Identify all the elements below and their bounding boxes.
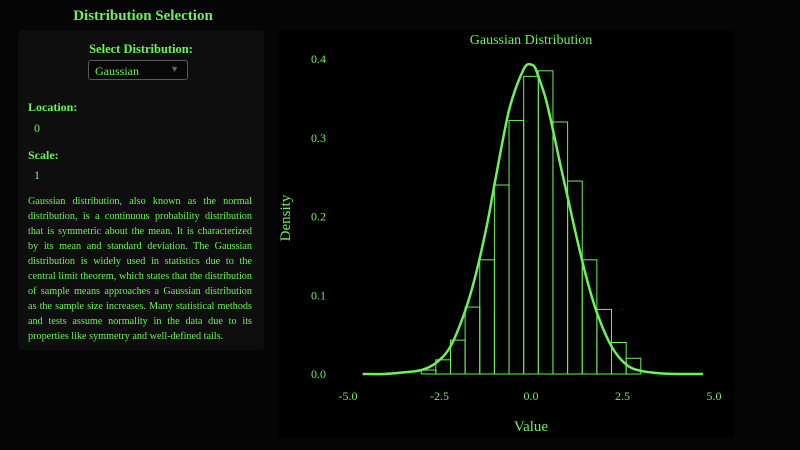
x-tick-label: 5.0	[707, 389, 722, 403]
histogram-bar	[508, 119, 525, 375]
distribution-select[interactable]: Gaussian ▼	[88, 60, 188, 80]
scale-input[interactable]: 1	[34, 168, 40, 182]
x-tick-label: -2.5	[430, 389, 449, 403]
select-distribution-label: Select Distribution:	[89, 42, 193, 56]
x-tick-label: -5.0	[339, 389, 358, 403]
y-axis-ticks: 0.0 0.1 0.2 0.3 0.4	[311, 52, 326, 381]
y-tick-label: 0.4	[311, 52, 326, 66]
plot-panel: Gaussian Distribution -5.0 -2.5 0.0 2.5 5.0 …	[278, 30, 734, 438]
location-input[interactable]: 0	[34, 121, 40, 135]
histogram-bar	[596, 308, 613, 375]
y-tick-label: 0.1	[311, 288, 326, 302]
histogram-bar	[479, 259, 495, 375]
y-tick-label: 0.3	[311, 131, 326, 145]
histogram-bar	[523, 75, 539, 375]
chevron-down-icon: ▼	[170, 64, 179, 74]
x-axis-ticks: -5.0 -2.5 0.0 2.5 5.0	[339, 389, 722, 403]
distribution-description: Gaussian distribution, also known as the…	[28, 196, 252, 342]
histogram-bar	[464, 306, 481, 375]
x-axis-label: Value	[514, 419, 548, 435]
pdf-curve	[362, 62, 704, 376]
chart-title: Gaussian Distribution	[470, 33, 593, 48]
y-tick-label: 0.0	[311, 367, 326, 381]
location-label: Location:	[28, 100, 78, 114]
distribution-select-value: Gaussian	[95, 64, 139, 78]
x-tick-label: 0.0	[524, 389, 539, 403]
distribution-chart: Gaussian Distribution -5.0 -2.5 0.0 2.5 5.0 …	[278, 33, 722, 435]
scale-label: Scale:	[28, 148, 59, 162]
histogram-bar	[581, 259, 598, 375]
x-tick-label: 2.5	[615, 389, 630, 403]
histogram-bar	[493, 184, 510, 375]
histogram-bar	[449, 339, 466, 375]
sidebar-panel: Select Distribution: Gaussian ▼ Location…	[18, 30, 264, 350]
histogram-bars	[420, 70, 642, 375]
y-axis-label: Density	[278, 194, 294, 241]
sidebar-title: Distribution Selection	[73, 8, 213, 24]
y-tick-label: 0.2	[311, 210, 326, 224]
